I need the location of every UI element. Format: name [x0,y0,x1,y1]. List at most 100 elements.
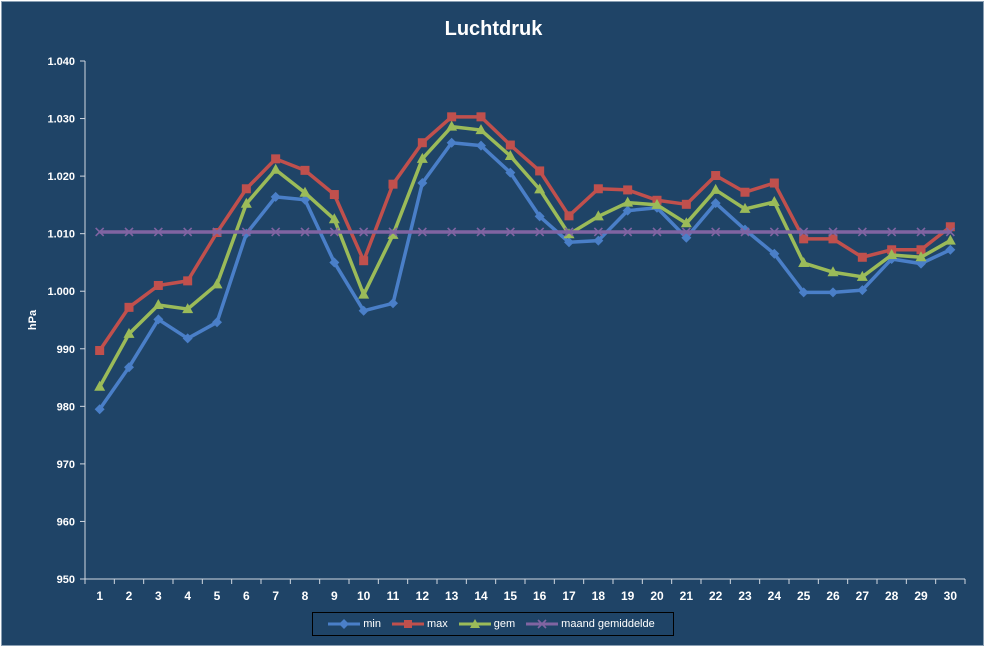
data-point-gem [123,327,135,338]
data-point-max [95,346,105,356]
y-tick-label: 1.020 [47,171,75,183]
legend-item: max [391,618,448,630]
x-tick-label: 16 [533,589,547,603]
data-point-min [945,244,956,255]
legend-label: max [426,618,448,630]
x-tick-label: 3 [155,589,162,603]
x-tick-label: 15 [504,589,518,603]
x-tick-label: 14 [474,589,488,603]
data-point-min [417,178,428,189]
x-tick-label: 22 [709,589,723,603]
x-tick-label: 21 [680,589,694,603]
data-point-gem [827,266,839,277]
data-point-maand-gemiddelde [769,227,779,237]
data-point-min [857,285,868,296]
x-tick-label: 20 [650,589,664,603]
x-tick-label: 28 [885,589,899,603]
data-point-max [447,112,457,122]
legend-label: gem [493,618,516,630]
data-point-gem [358,288,370,299]
data-point-min [593,235,604,246]
data-point-maand-gemiddelde [593,227,603,237]
data-point-gem [886,248,898,259]
data-point-max [857,252,867,262]
data-point-gem [798,257,810,268]
data-point-max [271,154,281,164]
data-point-gem [739,202,751,213]
data-point-min [828,287,838,298]
x-tick-label: 24 [768,589,782,603]
data-point-maand-gemiddelde [945,227,955,237]
legend-item: maand gemiddelde [525,618,655,630]
data-point-gem [856,270,868,281]
data-point-gem [446,120,458,131]
y-tick-label: 950 [57,574,75,586]
data-point-maand-gemiddelde [564,227,574,237]
x-tick-label: 2 [126,589,133,603]
y-tick-label: 1.010 [47,229,75,241]
data-point-max [183,276,193,286]
data-point-max [124,302,134,312]
data-point-min [710,198,721,209]
data-point-gem [94,380,106,391]
x-tick-label: 9 [331,589,338,603]
x-tick-label: 19 [621,589,635,603]
data-point-maand-gemiddelde [95,227,105,237]
data-point-max [681,199,691,209]
y-axis-title: hPa [27,309,39,330]
x-tick-label: 26 [826,589,840,603]
data-point-gem [534,183,546,194]
legend-swatch [526,619,559,629]
data-point-maand-gemiddelde [652,227,662,237]
data-point-gem [651,198,663,209]
data-point-min [798,287,809,298]
data-point-maand-gemiddelde [505,227,515,237]
data-point-max [769,178,779,188]
data-point-min [622,205,633,216]
data-point-max [740,187,750,197]
legend-label: maand gemiddelde [561,618,655,630]
data-point-gem [915,251,927,262]
data-point-maand-gemiddelde [623,227,633,237]
series-line-max [98,115,952,352]
data-point-maand-gemiddelde [535,227,545,237]
data-point-max [329,190,339,200]
x-tick-label: 8 [302,589,309,603]
x-tick-label: 1 [96,589,103,603]
data-point-maand-gemiddelde [124,227,134,237]
data-point-gem [328,213,340,224]
data-point-min [124,362,134,373]
data-point-min [329,257,340,268]
data-point-maand-gemiddelde [183,227,193,237]
series-line-gem [98,124,952,388]
data-point-max [916,245,926,255]
y-tick-label: 980 [57,401,75,413]
data-point-max [564,211,574,221]
x-tick-label: 30 [944,589,958,603]
data-point-max [799,234,809,244]
data-point-min [153,314,164,325]
legend-item: min [327,618,381,630]
x-tick-label: 23 [738,589,752,603]
data-point-gem [211,278,223,289]
data-point-max [359,256,369,266]
x-tick-label: 10 [357,589,371,603]
data-point-gem [680,217,692,228]
data-point-min [476,140,486,151]
x-tick-label: 4 [184,589,191,603]
data-point-gem [152,299,164,310]
data-point-min [388,298,398,309]
data-point-min [564,237,574,248]
legend-swatch [458,619,491,628]
data-point-max [417,138,427,148]
data-point-maand-gemiddelde [271,227,281,237]
data-point-maand-gemiddelde [828,227,838,237]
y-tick-label: 1.000 [47,286,75,298]
data-point-max [300,165,310,175]
x-tick-label: 12 [416,589,430,603]
data-point-max [241,184,251,194]
y-tick-label: 960 [57,516,75,528]
data-point-maand-gemiddelde [388,227,398,237]
data-point-gem [387,228,399,239]
